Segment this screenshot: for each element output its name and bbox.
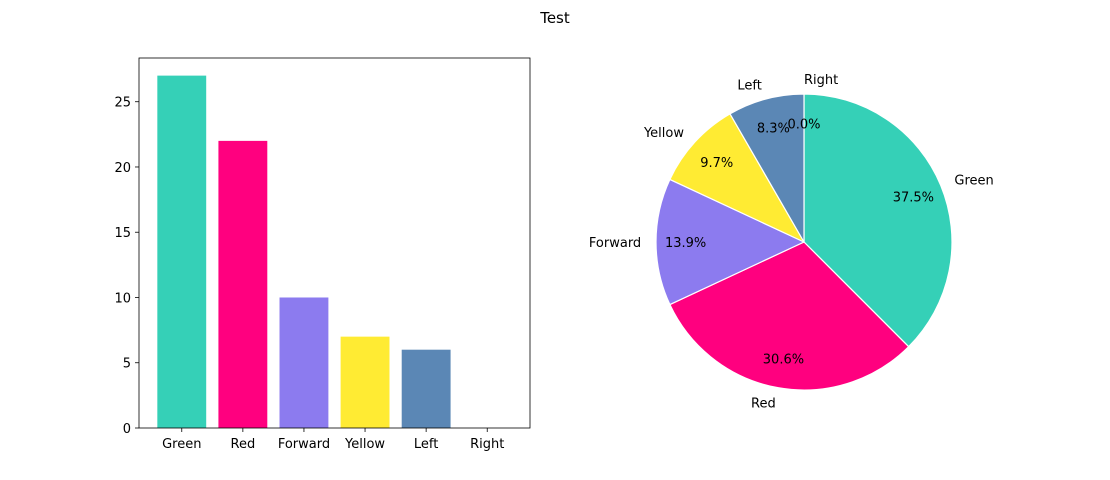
pie-percent-green: 37.5% bbox=[893, 191, 934, 206]
pie-percent-yellow: 9.7% bbox=[700, 156, 733, 171]
x-tick-label: Green bbox=[162, 437, 201, 452]
y-tick-label: 0 bbox=[123, 422, 131, 437]
bar-chart: Green Red Forward Yellow Left Right 0 5 10 15 20 25 bbox=[114, 57, 531, 452]
y-tick-label: 25 bbox=[114, 96, 131, 111]
pie-percent-right: 0.0% bbox=[787, 118, 820, 133]
pie-label-right: Right bbox=[804, 73, 838, 88]
bar-red bbox=[218, 140, 268, 428]
x-tick-label: Forward bbox=[278, 437, 330, 452]
pie-percent-red: 30.6% bbox=[763, 353, 804, 368]
pie-slice-red bbox=[669, 241, 910, 391]
pie-slice-green bbox=[803, 93, 953, 348]
bar-yellow bbox=[340, 336, 390, 428]
bar-forward bbox=[279, 297, 329, 428]
x-tick-label: Left bbox=[414, 437, 438, 452]
pie-label-green: Green bbox=[954, 174, 993, 189]
figure-title: Test bbox=[539, 9, 570, 27]
pie-slice-left bbox=[729, 93, 805, 243]
bar-left bbox=[401, 349, 451, 428]
bar-green bbox=[157, 75, 207, 428]
pie-label-yellow: Yellow bbox=[643, 126, 684, 141]
pie-label-left: Left bbox=[737, 79, 761, 94]
pie-label-forward: Forward bbox=[589, 236, 641, 251]
x-tick-label: Red bbox=[231, 437, 256, 452]
y-tick-label: 15 bbox=[114, 226, 131, 241]
x-tick-label: Yellow bbox=[344, 437, 385, 452]
pie-chart: Green 37.5% Red 30.6% Forward 13.9% Yellow 9.7%… bbox=[589, 73, 994, 411]
x-tick-label: Right bbox=[470, 437, 504, 452]
pie-percent-forward: 13.9% bbox=[665, 236, 706, 251]
bar-axes-frame bbox=[138, 57, 531, 429]
y-tick-label: 5 bbox=[123, 357, 131, 372]
pie-label-red: Red bbox=[751, 396, 776, 411]
pie-slice-forward bbox=[655, 178, 805, 306]
y-tick-label: 20 bbox=[114, 161, 131, 176]
pie-slice-yellow bbox=[669, 113, 805, 243]
y-tick-label: 10 bbox=[114, 291, 131, 306]
pie-percent-left: 8.3% bbox=[757, 122, 790, 137]
